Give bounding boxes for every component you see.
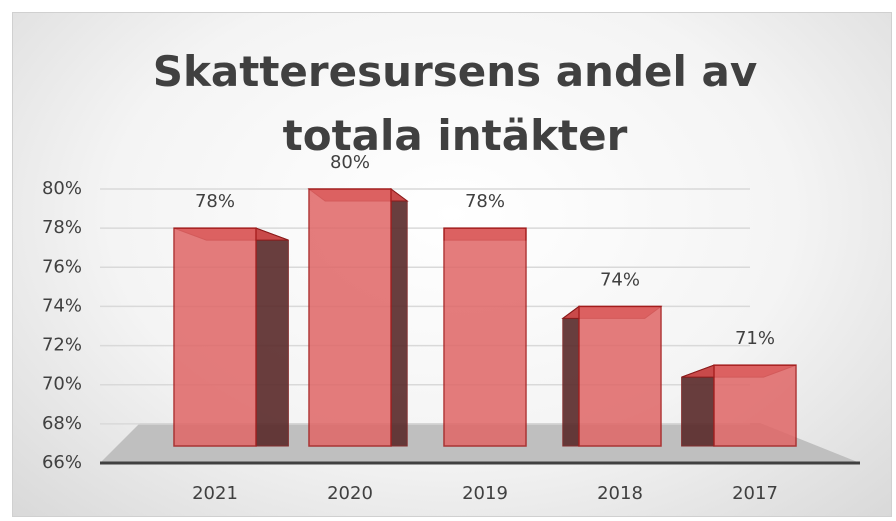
y-tick-label: 68%	[42, 413, 82, 434]
y-tick-label: 78%	[42, 217, 82, 238]
bar	[681, 364, 797, 447]
x-tick-label: 2019	[462, 483, 508, 504]
bar-face	[390, 188, 408, 447]
bar-face	[308, 188, 392, 447]
value-label: 71%	[735, 328, 775, 349]
x-tick-label: 2017	[732, 483, 778, 504]
value-label: 74%	[600, 269, 640, 290]
y-tick-label: 76%	[42, 256, 82, 277]
y-tick-label: 70%	[42, 374, 82, 395]
value-label: 78%	[465, 191, 505, 212]
y-tick-label: 66%	[42, 452, 82, 473]
bar-face	[562, 305, 580, 447]
y-tick-label: 80%	[42, 178, 82, 199]
y-tick-label: 74%	[42, 295, 82, 316]
bar	[443, 227, 527, 447]
bar-face	[443, 227, 527, 447]
bar-face	[255, 227, 289, 447]
value-label: 80%	[330, 152, 370, 173]
x-tick-label: 2021	[192, 483, 238, 504]
y-tick-label: 72%	[42, 335, 82, 356]
bar	[561, 305, 663, 447]
x-tick-label: 2018	[597, 483, 643, 504]
bar-face	[713, 364, 797, 447]
value-label: 78%	[195, 191, 235, 212]
x-tick-label: 2020	[327, 483, 373, 504]
bar-face	[173, 227, 257, 447]
chart-title: Skatteresursens andel av totala intäkter	[152, 47, 758, 160]
bar-face	[578, 305, 662, 447]
bar	[307, 188, 409, 447]
bar	[173, 227, 289, 447]
